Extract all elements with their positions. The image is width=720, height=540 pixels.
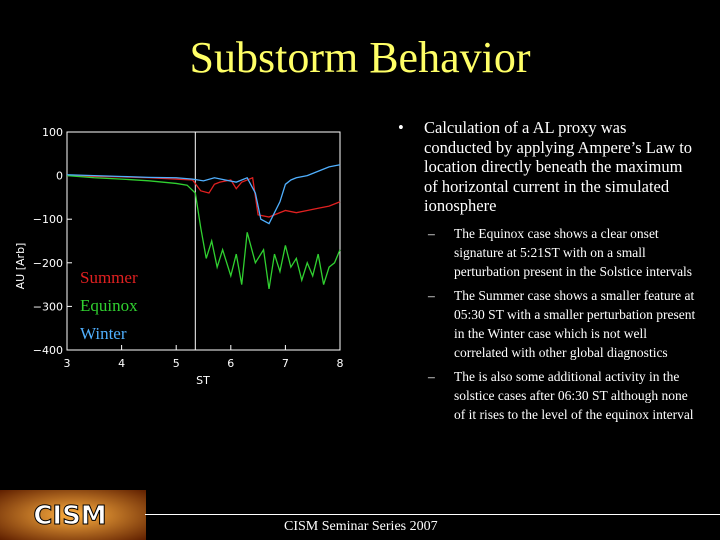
sub-bullets: – The Equinox case shows a clear onset s…	[428, 224, 698, 424]
series-line-summer	[66, 174, 341, 218]
sub-bullet-text: The is also some additional activity in …	[454, 368, 694, 422]
main-bullet: • Calculation of a AL proxy was conducte…	[398, 118, 698, 216]
sub-bullet: – The Summer case shows a smaller featur…	[428, 286, 698, 362]
y-tick-label: −400	[33, 344, 63, 357]
al-proxy-chart: 3 4 5 6 7 8 100 0 −100 −200 −300 −400 AU [Arb] ST	[14, 126, 344, 387]
x-tick-label: 8	[337, 357, 344, 370]
legend-winter: Winter	[80, 324, 127, 343]
bullet-list: • Calculation of a AL proxy was conducte…	[398, 118, 698, 429]
y-tick-label: −300	[33, 300, 63, 313]
sub-bullet-text: The Equinox case shows a clear onset sig…	[454, 225, 693, 279]
sub-bullet: – The Equinox case shows a clear onset s…	[428, 224, 698, 281]
y-axis-label: AU [Arb]	[14, 243, 27, 290]
x-tick-label: 5	[173, 357, 180, 370]
footer-text: CISM Seminar Series 2007	[284, 519, 438, 534]
y-tick-label: 100	[42, 126, 63, 139]
x-tick-label: 3	[64, 357, 71, 370]
legend-summer: Summer	[80, 268, 138, 287]
x-axis-label: ST	[196, 374, 210, 387]
bullet-dot: •	[398, 118, 404, 137]
plot-frame	[66, 131, 341, 351]
series-line-winter	[66, 164, 341, 225]
x-tick-label: 4	[118, 357, 125, 370]
series-line-equinox	[66, 174, 341, 290]
sub-bullet: – The is also some additional activity i…	[428, 367, 698, 424]
y-tick-label: 0	[56, 170, 63, 183]
slide-title: Substorm Behavior	[189, 33, 531, 82]
logo-text: CISM	[33, 501, 106, 531]
cism-logo: CISM	[0, 490, 146, 540]
x-tick-label: 7	[282, 357, 289, 370]
main-bullet-text: Calculation of a AL proxy was conducted …	[424, 118, 693, 215]
footer-divider	[145, 514, 720, 515]
x-tick-label: 6	[227, 357, 234, 370]
legend-equinox: Equinox	[80, 296, 138, 315]
sub-bullet-text: The Summer case shows a smaller feature …	[454, 287, 696, 360]
y-tick-label: −200	[33, 257, 63, 270]
chart-legend: Summer Equinox Winter	[80, 264, 138, 348]
y-tick-label: −100	[33, 213, 63, 226]
